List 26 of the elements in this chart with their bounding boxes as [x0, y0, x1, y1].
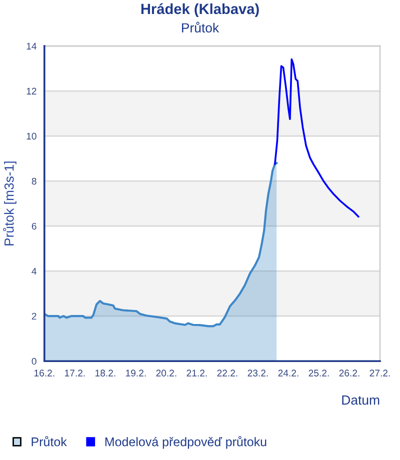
chart-title: Hrádek (Klabava): [141, 3, 259, 17]
y-tick-label: 10: [26, 132, 36, 140]
x-tick-label: 16.2.: [34, 370, 54, 376]
y-tick-label: 2: [32, 312, 36, 320]
x-tick-label: 24.2.: [278, 370, 298, 376]
y-tick-label: 8: [32, 178, 36, 185]
x-tick-label: 20.2.: [156, 370, 176, 376]
x-tick-label: 19.2.: [126, 370, 146, 376]
y-tick-label: 6: [32, 222, 36, 230]
legend-label: Průtok: [32, 436, 67, 446]
y-tick-label: 14: [26, 42, 36, 50]
y-axis-title: Průtok [m3s-1]: [3, 162, 16, 246]
x-axis-title: Datum: [342, 396, 380, 405]
y-tick-label: 4: [32, 268, 36, 275]
x-tick-label: 25.2.: [308, 370, 329, 376]
x-tick-label: 23.2.: [248, 370, 268, 376]
y-tick-label: 0: [32, 358, 36, 365]
x-tick-label: 21.2.: [186, 370, 207, 376]
y-tick-label: 12: [26, 88, 36, 94]
x-tick-label: 18.2.: [95, 370, 116, 376]
x-tick-label: 26.2.: [339, 370, 360, 376]
legend-label: Modelová předpověď průtoku: [105, 436, 266, 449]
x-tick-label: 27.2.: [370, 370, 390, 376]
chart-subtitle: Průtok: [182, 22, 220, 33]
x-tick-label: 17.2.: [64, 370, 85, 376]
x-tick-label: 22.2.: [217, 370, 238, 376]
